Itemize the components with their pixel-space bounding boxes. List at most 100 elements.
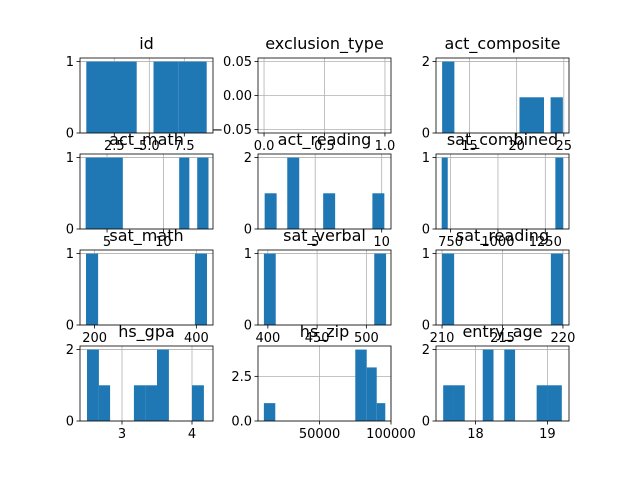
y-tick-label-1: 2 — [422, 343, 430, 358]
panel-title: act_composite — [445, 34, 561, 54]
hist-bar-1 — [555, 157, 564, 229]
axes-frame — [79, 153, 214, 230]
hist-bar-2 — [153, 61, 179, 134]
panel-9: 3 4 0 2 hs_gpa — [66, 322, 214, 442]
x-tick-label-1: 450 — [305, 331, 330, 346]
x-tick-label-0: 400 — [255, 331, 280, 346]
y-tick-label-0: 0 — [422, 223, 430, 238]
x-tick-label-2: 500 — [354, 331, 379, 346]
y-tick-label-1: 1 — [66, 247, 74, 262]
x-tick-label-1: 5.0 — [139, 139, 160, 154]
hist-bar-0 — [264, 193, 277, 229]
hist-bar-1 — [355, 349, 367, 421]
y-tick-label-0: 0 — [422, 127, 430, 142]
x-tick-label-0: 5 — [311, 235, 319, 250]
y-tick-label-2: 0.05 — [223, 55, 252, 70]
axes-frame — [79, 345, 214, 422]
axes-frame — [79, 249, 214, 326]
hist-bar-0 — [86, 253, 99, 325]
hist-bar-0 — [442, 61, 455, 134]
hist-bar-0 — [263, 253, 276, 325]
hist-bar-1 — [550, 253, 563, 325]
hist-bar-3 — [145, 385, 157, 421]
hist-bar-5 — [547, 385, 562, 421]
x-tick-label-2: 1250 — [529, 235, 562, 250]
x-tick-label-0: 200 — [82, 331, 107, 346]
hist-bar-2 — [323, 193, 336, 229]
x-tick-label-0: 5 — [103, 235, 111, 250]
hist-bar-2 — [550, 97, 563, 133]
x-tick-label-1: 100000 — [366, 427, 416, 442]
y-tick-label-1: 1 — [422, 247, 430, 262]
hist-bar-0 — [85, 157, 123, 229]
panel-title: act_math — [109, 130, 184, 150]
hist-bar-2 — [133, 385, 146, 421]
axes-frame — [257, 249, 392, 326]
panel-7: 400 450 500 0 1 sat_verbal — [244, 226, 392, 346]
panel-title: sat_math — [109, 226, 183, 246]
hist-bar-2 — [482, 349, 494, 421]
axes-frame — [257, 345, 392, 422]
x-tick-label-2: 25 — [556, 139, 573, 154]
x-tick-label-0: 0.0 — [254, 139, 275, 154]
y-tick-label-1: 0.00 — [223, 89, 252, 104]
y-tick-label-1: 1 — [244, 247, 252, 262]
axes-frame — [435, 57, 570, 134]
x-tick-label-1: 400 — [184, 331, 209, 346]
y-tick-label-0: 0 — [66, 319, 74, 334]
hist-bar-3 — [504, 349, 516, 421]
plot-area — [436, 58, 569, 133]
y-tick-label-0: 0 — [422, 319, 430, 334]
x-tick-label-1: 19 — [539, 427, 556, 442]
x-tick-label-1: 0.5 — [314, 139, 335, 154]
panel-title: act_reading — [278, 130, 372, 150]
y-tick-label-0: 0 — [244, 223, 252, 238]
y-tick-label-0: 0 — [66, 223, 74, 238]
panel-11: 18 19 0 2 entry_age — [422, 322, 570, 442]
x-tick-label-1: 10 — [373, 235, 390, 250]
hist-bar-4 — [536, 385, 548, 421]
panel-6: 200 400 0 1 sat_math — [66, 226, 214, 346]
y-tick-label-1: 1 — [422, 151, 430, 166]
panel-title: sat_reading — [456, 226, 549, 246]
hist-bar-3 — [372, 193, 385, 229]
hist-bar-3 — [178, 61, 207, 134]
hist-bar-1 — [111, 61, 137, 134]
x-tick-label-1: 4 — [188, 427, 196, 442]
x-tick-label-2: 7.5 — [174, 139, 195, 154]
axes-frame — [435, 345, 570, 422]
hist-bar-0 — [87, 349, 99, 421]
hist-bar-0 — [86, 61, 112, 134]
y-tick-label-0: 0 — [422, 415, 430, 430]
x-tick-label-1: 215 — [490, 331, 515, 346]
axes-frame — [435, 153, 570, 230]
panel-3: 5 10 0 1 act_math — [66, 130, 214, 250]
hist-bar-4 — [157, 349, 169, 421]
y-tick-label-1: 2.5 — [231, 370, 252, 385]
x-tick-label-0: 210 — [430, 331, 455, 346]
y-tick-label-0: 0 — [244, 319, 252, 334]
y-tick-label-0: 0 — [66, 127, 74, 142]
hist-bar-0 — [441, 157, 448, 229]
hist-bar-1 — [179, 157, 190, 229]
y-tick-label-1: 1 — [66, 151, 74, 166]
x-tick-label-0: 18 — [467, 427, 484, 442]
x-tick-label-2: 1.0 — [375, 139, 396, 154]
panel-0: 2.5 5.0 7.5 0 1 id — [66, 34, 214, 154]
y-tick-label-1: 2 — [244, 151, 252, 166]
hist-bar-1 — [519, 97, 545, 133]
x-tick-label-0: 3 — [118, 427, 126, 442]
panel-10: 50000 100000 0.0 2.5 hs_zip — [231, 322, 416, 442]
hist-bar-0 — [263, 403, 276, 421]
hist-bar-3 — [376, 403, 386, 421]
plot-area — [80, 250, 213, 325]
x-tick-label-2: 220 — [551, 331, 576, 346]
panel-title: sat_combined — [447, 130, 558, 150]
x-tick-label-1: 10 — [155, 235, 172, 250]
y-tick-label-1: 2 — [66, 343, 74, 358]
hist-bar-0 — [443, 385, 454, 421]
x-tick-label-0: 15 — [461, 139, 478, 154]
panel-title: entry_age — [462, 322, 542, 342]
panel-4: 5 10 0 2 act_reading — [244, 130, 392, 250]
